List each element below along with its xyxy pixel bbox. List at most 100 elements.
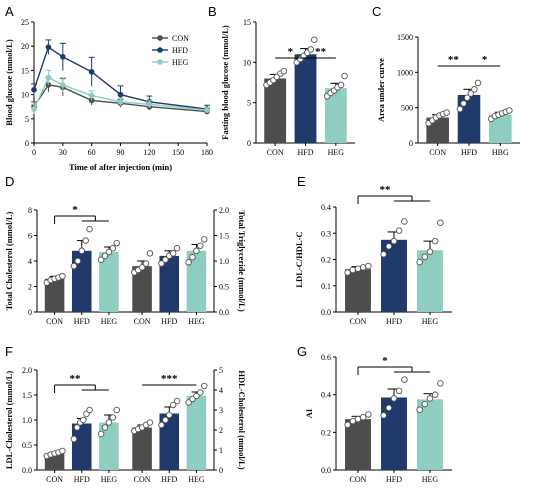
data-point: [86, 406, 93, 414]
significance-label: **: [315, 46, 327, 58]
bar-hfd: [381, 397, 407, 470]
data-point: [310, 36, 318, 43]
x-tick-label-F: HFD: [161, 475, 177, 484]
data-point: [193, 392, 200, 400]
y-tick-label-E: 0.2: [321, 256, 331, 265]
y-tick-label-D: 8: [28, 206, 32, 215]
y-tick-label-C: 1000: [397, 68, 413, 77]
y-tick-label-F: 2.0: [22, 366, 32, 375]
y-tick-label-B: 0: [247, 139, 251, 148]
y-tick-label-B: 5: [247, 99, 251, 108]
data-point-HEG: [146, 101, 153, 108]
data-point-HEG: [204, 107, 210, 113]
data-point: [165, 411, 173, 419]
bar-heg: [99, 422, 119, 470]
x-tick-label-D: HFD: [74, 317, 90, 326]
bar-heg: [99, 252, 119, 312]
y-tick-label-D: 6: [28, 232, 32, 241]
significance-label: *: [382, 355, 388, 367]
data-point: [354, 265, 362, 272]
data-point: [365, 411, 372, 418]
y-tick-label-F: 0.5: [22, 441, 32, 450]
y-tick-label-right-F: 2: [219, 426, 223, 435]
y-tick-label-right-F: 3: [219, 406, 223, 415]
x-tick-label-B: HFD: [297, 148, 313, 157]
y-tick-label-F: 1.5: [22, 391, 32, 400]
y-tick-label-right-D: 1.5: [219, 232, 229, 241]
data-point: [380, 412, 387, 419]
data-point: [101, 252, 109, 260]
data-point: [431, 391, 439, 398]
data-point: [401, 376, 408, 383]
panel-label-E: E: [297, 174, 306, 189]
y-tick-label-D: 4: [28, 257, 32, 266]
data-point: [97, 430, 105, 438]
significance-label: *: [482, 54, 488, 66]
data-point: [158, 260, 165, 267]
data-point: [70, 435, 78, 443]
data-point: [169, 401, 177, 409]
data-point: [463, 94, 471, 102]
data-point: [138, 264, 146, 271]
panel-label-B: B: [208, 4, 217, 19]
bar-hfd: [159, 255, 180, 312]
data-point: [416, 406, 423, 413]
x-tick-label-A: 30: [59, 148, 67, 157]
bar-heg: [324, 88, 347, 143]
bar-con: [426, 117, 449, 143]
data-point: [59, 447, 66, 455]
data-point: [162, 416, 169, 424]
data-point: [421, 400, 429, 408]
data-point: [74, 257, 82, 265]
y-axis-label-A: Blood glucose (mmol/L): [4, 39, 14, 126]
data-point: [443, 109, 450, 116]
data-point: [365, 262, 372, 270]
panel-label-F: F: [5, 344, 13, 359]
significance-label: *: [72, 204, 78, 216]
bar-hfd: [457, 94, 481, 143]
data-point: [197, 389, 204, 396]
x-tick-label-G: CON: [350, 475, 367, 484]
x-tick-label-D: HEG: [101, 317, 118, 326]
y-axis-label-E: LDL-C/HDL-C: [294, 231, 304, 287]
y-tick-label-B: 15: [243, 18, 251, 27]
y-axis-right-label-F: HDL-Cholesterol (mmol/L): [237, 370, 247, 469]
x-tick-label-B: CON: [267, 148, 284, 157]
data-point: [471, 86, 478, 93]
data-point: [359, 414, 367, 421]
legend-marker-CON: [157, 35, 163, 41]
data-point: [390, 395, 398, 402]
y-tick-label-A: 15: [21, 66, 29, 75]
data-point: [401, 218, 408, 225]
data-point: [185, 259, 192, 266]
legend-marker-HEG: [157, 59, 163, 65]
data-point: [437, 380, 444, 387]
y-axis-label-G: AI: [304, 408, 314, 418]
bar-con: [44, 278, 65, 312]
y-axis-label-B: Fasting blood glucose (mmol/L): [220, 25, 230, 140]
data-point: [158, 421, 165, 429]
y-tick-label-A: 20: [21, 42, 29, 51]
x-tick-label-F: HEG: [101, 475, 118, 484]
data-point: [421, 253, 429, 261]
data-point: [395, 387, 403, 395]
significance-label: *: [288, 46, 294, 58]
data-point: [359, 264, 367, 271]
panel-label-C: C: [372, 4, 381, 19]
data-point: [105, 419, 113, 426]
x-tick-label-A: 180: [201, 148, 213, 157]
data-point: [78, 247, 85, 255]
legend-marker-HFD: [157, 47, 163, 53]
data-point-HFD: [88, 69, 95, 75]
significance-label: **: [69, 373, 81, 385]
data-point: [109, 244, 117, 252]
data-point: [341, 72, 348, 80]
bar-con: [44, 453, 65, 470]
x-tick-label-D: CON: [46, 317, 63, 326]
x-tick-label-F: CON: [46, 475, 63, 484]
data-point: [197, 242, 204, 249]
data-point: [169, 250, 177, 257]
bar-hfd: [381, 239, 407, 312]
panel-label-G: G: [297, 344, 307, 359]
y-tick-label-A: 10: [21, 91, 29, 100]
